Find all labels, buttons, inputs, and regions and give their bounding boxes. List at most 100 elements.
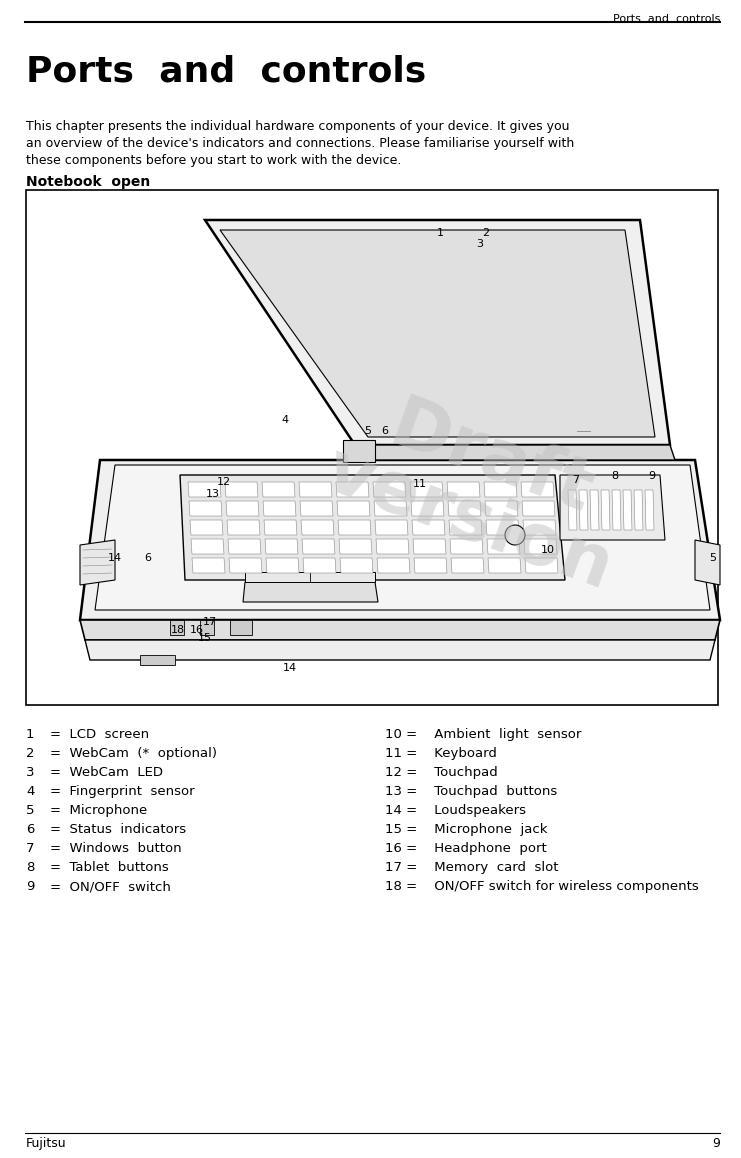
Polygon shape: [448, 501, 481, 516]
Polygon shape: [343, 440, 375, 462]
Text: =  Windows  button: = Windows button: [50, 842, 182, 855]
Polygon shape: [205, 220, 670, 445]
Polygon shape: [350, 445, 675, 460]
Polygon shape: [80, 540, 115, 585]
Text: 3: 3: [26, 765, 35, 779]
Text: 7: 7: [573, 475, 579, 485]
Text: =  WebCam  (*  optional): = WebCam (* optional): [50, 747, 217, 760]
Text: 13: 13: [206, 489, 220, 499]
Text: Touchpad  buttons: Touchpad buttons: [430, 785, 557, 798]
Polygon shape: [95, 466, 710, 610]
Polygon shape: [266, 558, 299, 573]
Polygon shape: [245, 572, 375, 582]
Text: Ambient  light  sensor: Ambient light sensor: [430, 728, 582, 741]
Polygon shape: [376, 538, 409, 554]
Polygon shape: [265, 538, 298, 554]
Text: Fujitsu: Fujitsu: [26, 1137, 67, 1150]
Text: 5: 5: [709, 554, 717, 563]
Polygon shape: [200, 620, 214, 635]
Text: 2: 2: [26, 747, 35, 760]
Polygon shape: [336, 482, 369, 497]
Text: 9: 9: [648, 471, 656, 481]
Text: 9: 9: [712, 1137, 720, 1150]
Polygon shape: [191, 538, 224, 554]
Text: 16: 16: [190, 625, 204, 635]
Polygon shape: [170, 620, 184, 635]
Text: =  Microphone: = Microphone: [50, 804, 147, 818]
Text: Touchpad: Touchpad: [430, 765, 498, 779]
Polygon shape: [634, 490, 643, 530]
Text: 4: 4: [26, 785, 34, 798]
Polygon shape: [523, 520, 556, 535]
Text: 7: 7: [26, 842, 35, 855]
Polygon shape: [301, 520, 334, 535]
Polygon shape: [190, 520, 223, 535]
Polygon shape: [338, 520, 371, 535]
Polygon shape: [522, 501, 555, 516]
Text: 12: 12: [217, 477, 231, 488]
Polygon shape: [339, 538, 372, 554]
Text: 11: 11: [413, 479, 427, 489]
Polygon shape: [180, 475, 565, 580]
Text: 18 =: 18 =: [385, 880, 417, 893]
Polygon shape: [337, 501, 370, 516]
Polygon shape: [263, 501, 296, 516]
Text: =  Status  indicators: = Status indicators: [50, 823, 186, 836]
Text: 8: 8: [26, 862, 34, 874]
Polygon shape: [412, 520, 445, 535]
Polygon shape: [487, 538, 520, 554]
Text: ON/OFF switch for wireless components: ON/OFF switch for wireless components: [430, 880, 699, 893]
Polygon shape: [447, 482, 480, 497]
Polygon shape: [484, 482, 517, 497]
Text: 1: 1: [26, 728, 35, 741]
Text: Microphone  jack: Microphone jack: [430, 823, 548, 836]
Polygon shape: [414, 558, 447, 573]
Text: Ports  and  controls: Ports and controls: [26, 54, 426, 89]
Polygon shape: [262, 482, 295, 497]
Text: 6: 6: [382, 426, 388, 437]
Polygon shape: [220, 230, 655, 437]
Text: 15 =: 15 =: [385, 823, 417, 836]
Text: =  Tablet  buttons: = Tablet buttons: [50, 862, 169, 874]
Text: 18: 18: [171, 625, 185, 635]
Polygon shape: [451, 558, 484, 573]
Polygon shape: [560, 475, 665, 540]
Polygon shape: [80, 620, 720, 640]
Text: 14: 14: [108, 554, 122, 563]
Text: 10: 10: [541, 545, 555, 555]
Text: 11 =: 11 =: [385, 747, 417, 760]
Text: 5: 5: [26, 804, 35, 818]
Polygon shape: [488, 558, 521, 573]
Polygon shape: [486, 520, 519, 535]
Text: Headphone  port: Headphone port: [430, 842, 547, 855]
Text: an overview of the device's indicators and connections. Please familiarise yours: an overview of the device's indicators a…: [26, 137, 574, 151]
Text: Ports  and  controls: Ports and controls: [613, 14, 720, 24]
Polygon shape: [225, 482, 258, 497]
Text: 3: 3: [476, 239, 483, 249]
Polygon shape: [228, 538, 261, 554]
Polygon shape: [623, 490, 632, 530]
Text: 8: 8: [611, 471, 619, 481]
Polygon shape: [243, 582, 378, 602]
Text: =  Fingerprint  sensor: = Fingerprint sensor: [50, 785, 195, 798]
Polygon shape: [377, 558, 410, 573]
Polygon shape: [449, 520, 482, 535]
Polygon shape: [302, 538, 335, 554]
Polygon shape: [450, 538, 483, 554]
Text: Notebook  open: Notebook open: [26, 175, 150, 189]
Polygon shape: [601, 490, 610, 530]
Text: 17: 17: [203, 617, 217, 626]
Polygon shape: [413, 538, 446, 554]
Text: Draft
version: Draft version: [316, 376, 644, 603]
Text: =  LCD  screen: = LCD screen: [50, 728, 149, 741]
Polygon shape: [230, 620, 252, 635]
Polygon shape: [612, 490, 621, 530]
Polygon shape: [140, 655, 175, 665]
Text: these components before you start to work with the device.: these components before you start to wor…: [26, 154, 402, 167]
Text: 2: 2: [482, 228, 490, 239]
Text: 17 =: 17 =: [385, 862, 417, 874]
Polygon shape: [373, 482, 406, 497]
Text: 13 =: 13 =: [385, 785, 417, 798]
Text: This chapter presents the individual hardware components of your device. It give: This chapter presents the individual har…: [26, 120, 570, 133]
Polygon shape: [192, 558, 225, 573]
